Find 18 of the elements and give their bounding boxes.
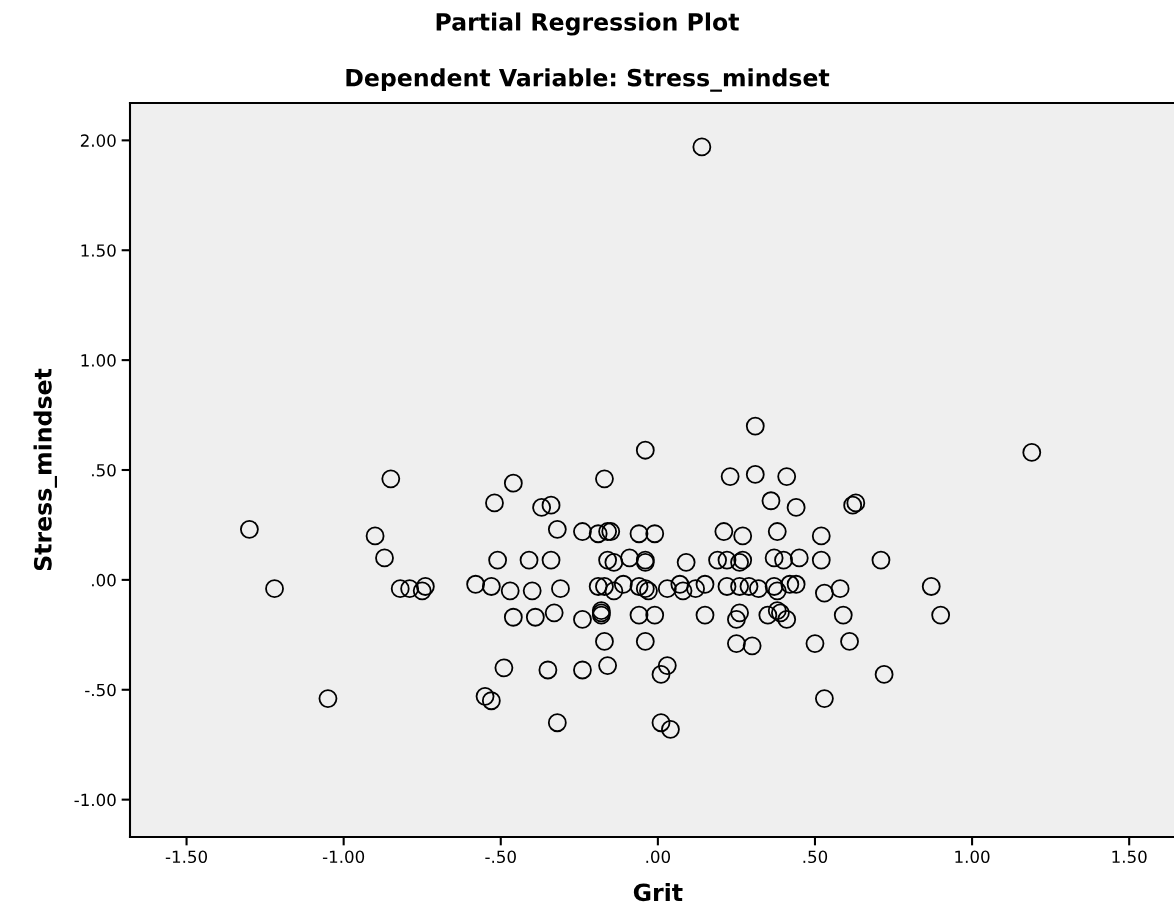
x-tick-label: .50: [803, 850, 828, 864]
chart-title: Partial Regression Plot: [436, 12, 739, 36]
y-tick-label: -1.00: [74, 793, 116, 807]
x-tick-label: -.50: [485, 850, 516, 864]
chart-subtitle: Dependent Variable: Stress_mindset: [346, 68, 830, 92]
y-axis-title: Stress_mindset: [33, 368, 58, 571]
y-tick-label: 1.50: [81, 244, 116, 257]
y-tick-label: 1.00: [81, 354, 116, 367]
x-tick-label: 1.50: [1112, 850, 1147, 864]
x-tick-label: .00: [646, 850, 671, 864]
y-tick-label: .00: [92, 573, 116, 587]
x-tick-label: -1.00: [322, 850, 365, 864]
y-tick-label: .50: [92, 463, 116, 477]
x-tick-label: 1.00: [955, 850, 990, 864]
y-tick-label: -.50: [85, 683, 116, 697]
x-tick-label: -1.50: [165, 850, 208, 864]
x-axis-title: Grit: [633, 882, 683, 902]
y-tick-label: 2.00: [80, 134, 116, 147]
